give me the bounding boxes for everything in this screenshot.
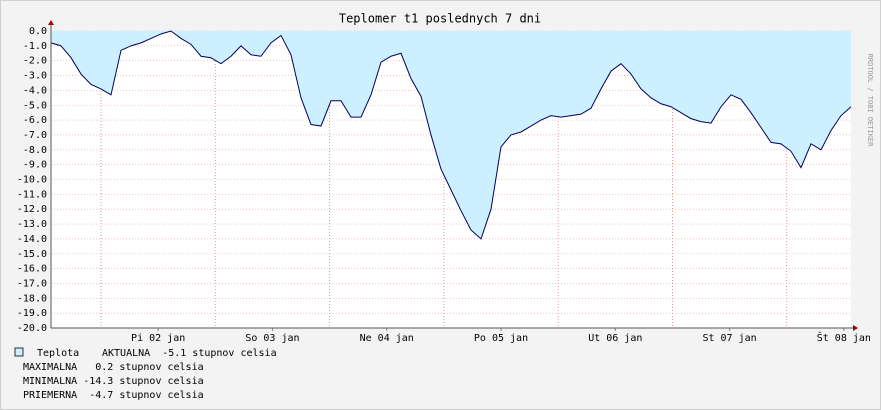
legend-stat: MINIMALNA -14.3 stupnov celsia [23,376,204,387]
x-tick-label: Pi 02 jan [131,333,185,344]
y-tick-label: -6.0 [23,115,47,126]
x-tick-label: Ne 04 jan [360,333,414,344]
y-tick-label: -16.0 [17,264,47,275]
legend-stat: MAXIMALNA 0.2 stupnov celsia [23,362,204,373]
x-tick-label: Po 05 jan [474,333,528,344]
y-tick-label: -3.0 [23,71,47,82]
legend-label: Teplota [37,348,79,359]
x-tick-label: Št 08 jan [817,331,871,344]
y-tick-label: -17.0 [17,278,47,289]
legend-stat: AKTUALNA -5.1 stupnov celsia [102,348,277,359]
axis-arrow [853,325,858,331]
y-tick-label: -20.0 [17,323,47,334]
y-tick-label: -2.0 [23,56,47,67]
side-label: RRDTOOL / TOBI OETIKER [866,54,874,148]
y-tick-label: -9.0 [23,160,47,171]
y-tick-label: -5.0 [23,100,47,111]
x-tick-label: Ut 06 jan [588,333,642,344]
axis-arrow [48,20,54,25]
y-tick-label: -14.0 [17,234,47,245]
chart-title: Teplomer t1 poslednych 7 dni [339,12,541,26]
y-tick-label: -18.0 [17,293,47,304]
y-tick-label: -15.0 [17,249,47,260]
legend-swatch [14,347,24,357]
x-tick-label: St 07 jan [702,333,756,344]
line [50,30,852,240]
y-tick-label: -8.0 [23,145,47,156]
y-tick-label: -1.0 [23,41,47,52]
area [51,31,851,239]
y-tick-label: -19.0 [17,308,47,319]
y-tick-label: -4.0 [23,85,47,96]
y-tick-label: -7.0 [23,130,47,141]
y-tick-label: -10.0 [17,175,47,186]
y-tick-label: -13.0 [17,219,47,230]
x-tick-label: So 03 jan [245,333,299,344]
y-tick-label: 0.0 [29,26,47,37]
y-tick-label: -12.0 [17,204,47,215]
y-tick-label: -11.0 [17,189,47,200]
legend-stat: PRIEMERNA -4.7 stupnov celsia [23,390,204,401]
